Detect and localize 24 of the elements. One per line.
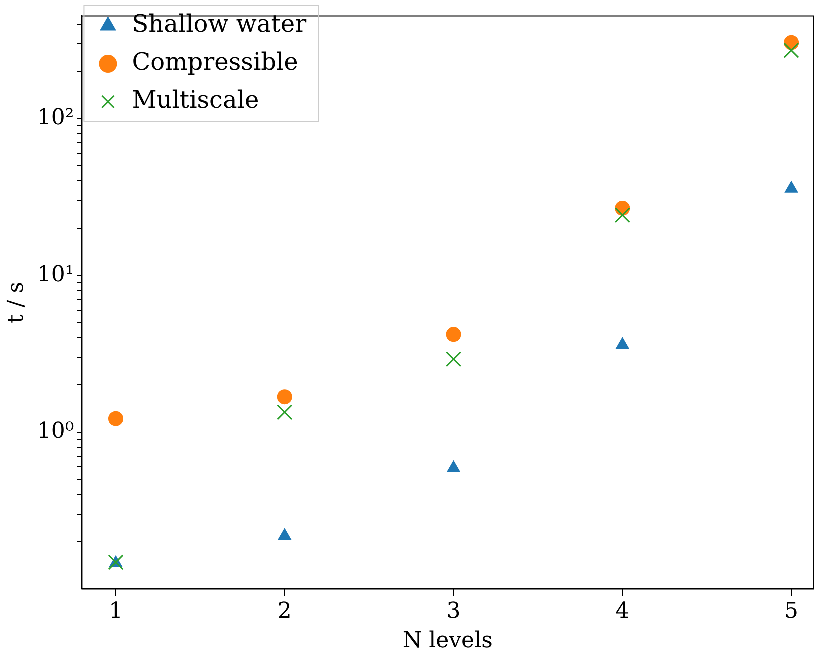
point (446, 352, 462, 368)
legend-label: Shallow water (132, 10, 308, 38)
legend-label: Compressible (132, 48, 298, 76)
point (784, 42, 800, 58)
point (447, 460, 460, 472)
point (277, 390, 292, 405)
y-tick-label: 10¹ (37, 262, 74, 288)
point (616, 338, 630, 350)
y-axis-title: t / s (4, 282, 29, 324)
x-tick-label: 1 (108, 599, 123, 624)
point (108, 554, 124, 570)
y-tick-label: 10² (37, 106, 74, 130)
point (277, 404, 293, 420)
x-axis-title: N levels (402, 628, 493, 654)
point (278, 528, 292, 540)
x-tick-label: 5 (784, 599, 799, 624)
y-tick-label: 10⁰ (37, 419, 74, 444)
x-tick-label: 4 (616, 599, 630, 624)
point (108, 411, 124, 426)
x-tick-label: 2 (278, 599, 292, 624)
legend-label: Multiscale (132, 86, 260, 114)
point (614, 208, 630, 224)
x-tick-label: 3 (446, 599, 461, 624)
point (446, 327, 462, 342)
